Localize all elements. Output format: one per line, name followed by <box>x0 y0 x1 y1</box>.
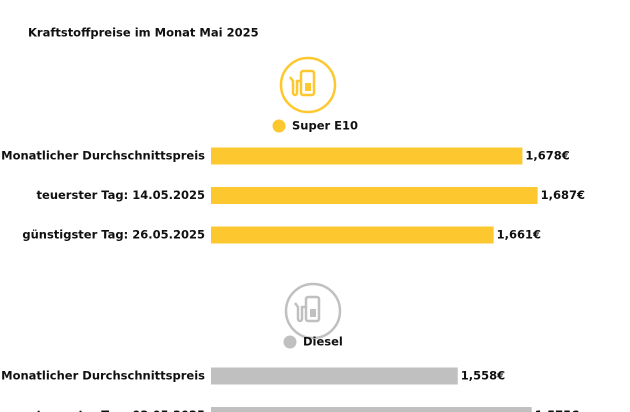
chart-title: Kraftstoffpreise im Monat Mai 2025 <box>28 26 259 40</box>
category-label: Monatlicher Durchschnittspreis <box>1 149 205 163</box>
bar <box>211 407 532 412</box>
category-label: teuerster Tag: 03.05.2025 <box>37 408 205 412</box>
value-label: 1,687€ <box>541 188 585 202</box>
value-label: 1,558€ <box>461 369 505 383</box>
legend-swatch <box>283 335 297 349</box>
fuel-icon <box>284 282 342 340</box>
category-label: Monatlicher Durchschnittspreis <box>1 369 205 383</box>
category-label: teuerster Tag: 14.05.2025 <box>37 188 205 202</box>
legend-swatch <box>272 119 286 133</box>
legend-label: Super E10 <box>292 119 358 133</box>
value-label: 1,661€ <box>497 228 541 242</box>
value-label: 1,678€ <box>525 149 569 163</box>
bar <box>211 147 523 165</box>
bar <box>211 367 458 385</box>
fuel-icon <box>279 56 337 114</box>
bar <box>211 187 538 204</box>
bar <box>211 226 494 244</box>
value-label: 1,575€ <box>535 408 579 412</box>
category-label: günstigster Tag: 26.05.2025 <box>22 228 205 242</box>
legend-label: Diesel <box>303 335 343 349</box>
